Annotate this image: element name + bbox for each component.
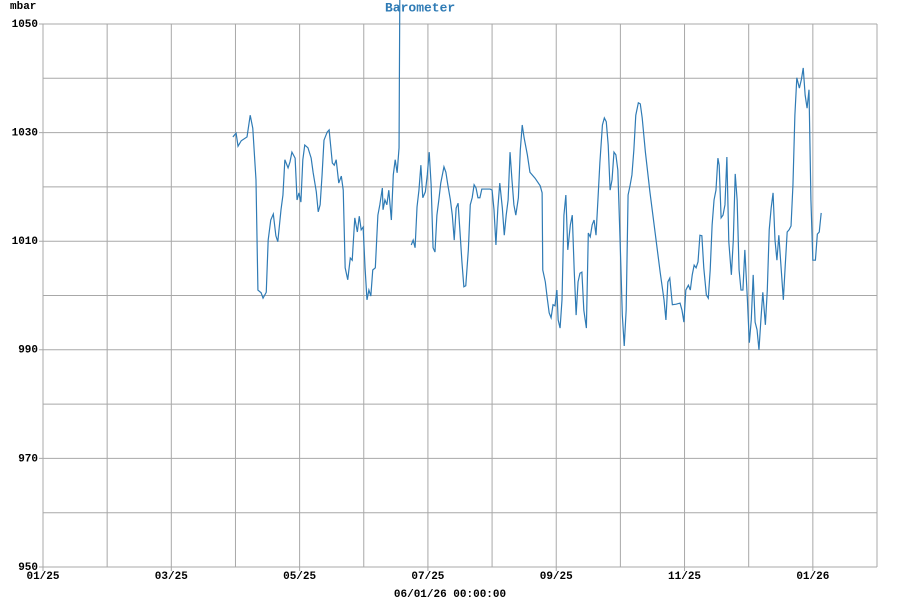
x-tick-label: 03/25 (155, 571, 188, 583)
y-tick-label: 990 (18, 345, 38, 357)
x-tick-label: 07/25 (411, 571, 444, 583)
y-unit-label: mbar (10, 1, 36, 13)
y-tick-label: 950 (18, 562, 38, 574)
chart-title: Barometer (385, 0, 455, 15)
y-tick-label: 1050 (12, 19, 38, 31)
x-tick-label: 05/25 (283, 571, 316, 583)
x-tick-label: 01/26 (796, 571, 829, 583)
data-line (232, 0, 401, 300)
x-tick-label: 11/25 (668, 571, 701, 583)
x-axis-label: 06/01/26 00:00:00 (394, 589, 506, 600)
y-tick-label: 1010 (12, 236, 38, 248)
data-line (410, 67, 822, 350)
x-tick-label: 01/25 (26, 571, 59, 583)
y-tick-label: 1030 (12, 128, 38, 140)
x-tick-label: 09/25 (540, 571, 573, 583)
y-tick-label: 970 (18, 453, 38, 465)
